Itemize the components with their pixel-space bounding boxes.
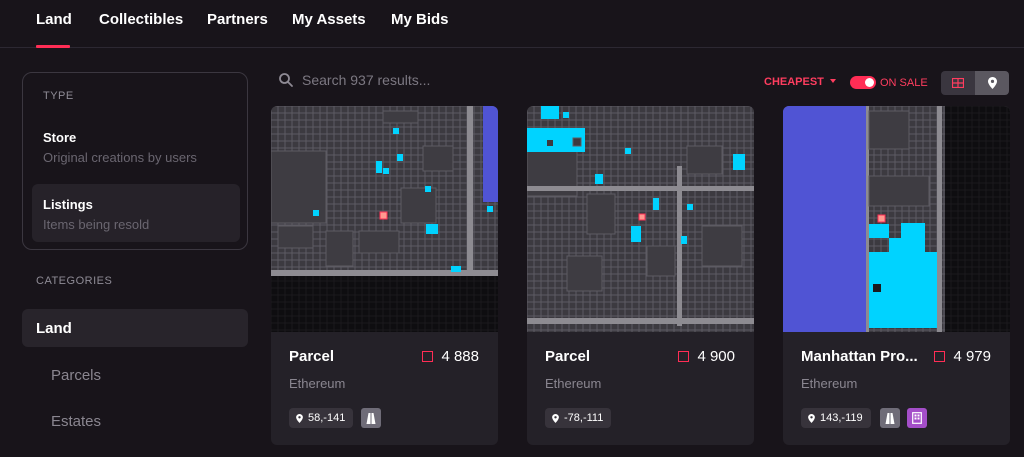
category-land[interactable]: Land	[22, 309, 248, 347]
parcel-map-thumbnail	[527, 106, 754, 332]
tab-collectibles[interactable]: Collectibles	[99, 11, 184, 28]
category-label: Parcels	[51, 367, 102, 384]
tab-land[interactable]: Land	[36, 11, 72, 28]
category-label: Estates	[51, 413, 102, 430]
category-parcels[interactable]: Parcels	[22, 356, 248, 394]
search-bar	[272, 66, 572, 94]
coordinates-value: -78,-111	[564, 412, 604, 424]
caret-down-icon	[829, 79, 836, 83]
type-option-store[interactable]: Store Original creations by users	[32, 117, 240, 175]
location-pin-icon	[552, 413, 559, 423]
type-option-subtitle: Items being resold	[43, 217, 150, 232]
search-input[interactable]	[302, 70, 562, 90]
top-nav: Land Collectibles Partners My Assets My …	[0, 0, 1024, 48]
coordinates-value: 143,-119	[820, 412, 863, 424]
type-filter: TYPE Store Original creations by users L…	[22, 72, 248, 250]
card-price: 4 888	[422, 348, 479, 365]
search-icon	[279, 73, 293, 87]
location-pin-icon	[296, 413, 303, 423]
card-network: Ethereum	[289, 376, 346, 391]
categories-heading: CATEGORIES	[36, 275, 113, 287]
on-sale-toggle[interactable]	[850, 76, 876, 89]
grid-view-button[interactable]	[941, 71, 975, 95]
card-network: Ethereum	[545, 376, 602, 391]
price-value: 4 979	[953, 348, 991, 365]
road-icon	[361, 408, 381, 428]
coordinates-badge: -78,-111	[545, 408, 612, 428]
on-sale-label: ON SALE	[880, 77, 928, 89]
district-icon	[907, 408, 927, 428]
parcel-map-thumbnail	[271, 106, 498, 332]
coordinates-badge: 58,-141	[289, 408, 354, 428]
active-tab-indicator	[36, 45, 70, 48]
map-pin-icon	[987, 77, 997, 89]
view-switch	[941, 71, 1009, 95]
listing-card[interactable]: Manhattan Pro... 4 979 Ethereum 143,-119	[783, 106, 1010, 445]
type-option-subtitle: Original creations by users	[43, 150, 197, 165]
coordinates-value: 58,-141	[308, 412, 346, 424]
card-network: Ethereum	[801, 376, 858, 391]
listing-card[interactable]: Parcel 4 888 Ethereum 58,-141	[271, 106, 498, 445]
card-title: Manhattan Pro...	[801, 348, 918, 365]
mana-icon	[934, 351, 946, 362]
sort-dropdown[interactable]: CHEAPEST	[764, 76, 836, 88]
price-value: 4 888	[441, 348, 479, 365]
tab-my-assets[interactable]: My Assets	[292, 11, 366, 28]
type-option-listings[interactable]: Listings Items being resold	[32, 184, 240, 242]
category-label: Land	[36, 320, 72, 337]
grid-view-icon	[952, 78, 964, 88]
card-price: 4 979	[934, 348, 991, 365]
parcel-map-thumbnail	[783, 106, 1010, 332]
card-price: 4 900	[678, 348, 735, 365]
location-pin-icon	[808, 413, 815, 423]
card-title: Parcel	[545, 348, 591, 365]
road-icon	[880, 408, 900, 428]
tab-my-bids[interactable]: My Bids	[391, 11, 449, 28]
mana-icon	[422, 351, 434, 362]
price-value: 4 900	[697, 348, 735, 365]
coordinates-badge: 143,-119	[801, 408, 871, 428]
type-heading: TYPE	[43, 90, 74, 102]
type-option-title: Store	[43, 130, 77, 145]
card-title: Parcel	[289, 348, 335, 365]
sort-label: CHEAPEST	[764, 76, 824, 88]
toggle-knob	[865, 78, 874, 87]
map-view-button[interactable]	[975, 71, 1009, 95]
mana-icon	[678, 351, 690, 362]
category-estates[interactable]: Estates	[22, 402, 248, 440]
listing-card[interactable]: Parcel 4 900 Ethereum -78,-111	[527, 106, 754, 445]
type-option-title: Listings	[43, 197, 93, 212]
tab-partners[interactable]: Partners	[207, 11, 268, 28]
